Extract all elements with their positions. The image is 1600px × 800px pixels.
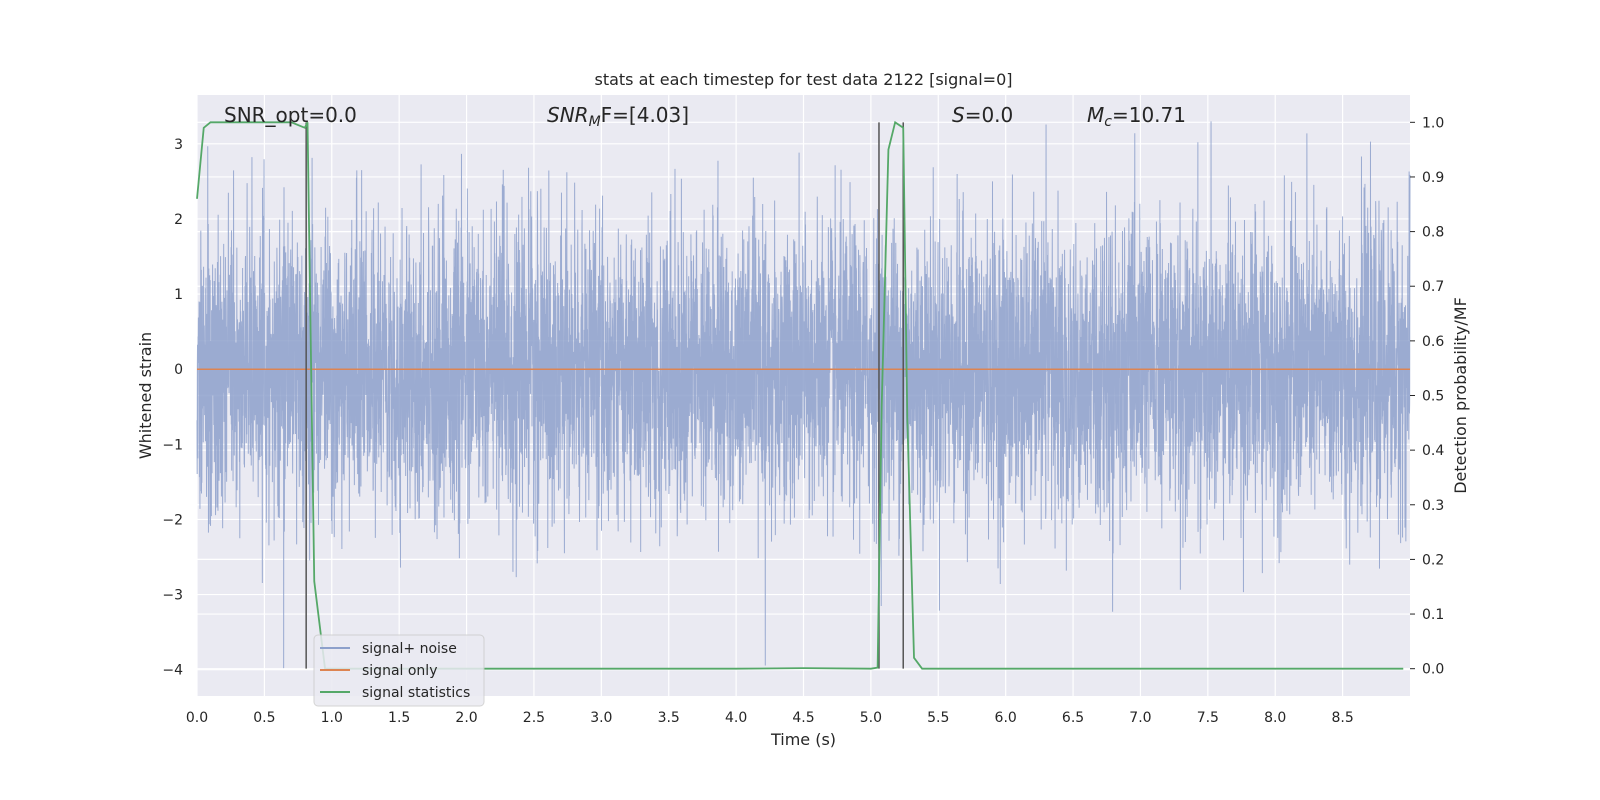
x-tick-label: 2.0 <box>455 710 477 726</box>
legend-label: signal statistics <box>362 685 470 701</box>
mc-subscript: c <box>1104 114 1112 130</box>
x-tick-label: 6.5 <box>1062 710 1084 726</box>
s-annotation: S=0.0 <box>952 103 1013 127</box>
y2-tick-label: 0.2 <box>1422 552 1444 568</box>
legend-box <box>313 634 485 707</box>
x-tick-label: 8.0 <box>1264 710 1286 726</box>
data-layer <box>196 120 1411 670</box>
x-tick-label: 2.5 <box>523 710 545 726</box>
mc-symbol: M <box>1087 103 1104 127</box>
y2-tick-label: 0.1 <box>1422 607 1444 623</box>
legend-label: signal only <box>362 663 437 679</box>
y2-tick-label: 0.3 <box>1422 498 1444 514</box>
signal-noise-series <box>196 121 1411 669</box>
x-tick-label: 1.0 <box>321 710 343 726</box>
y2-tick-label: 0.8 <box>1422 225 1444 241</box>
y2-axis-title: Detection probability/MF <box>1451 297 1470 494</box>
y2-tick-label: 0.7 <box>1422 279 1444 295</box>
x-tick-label: 4.5 <box>792 710 814 726</box>
legend: signal+ noise signal only signal statistic… <box>313 634 485 707</box>
x-tick-label: 8.5 <box>1331 710 1353 726</box>
y2-tick-label: 0.6 <box>1422 334 1444 350</box>
y-tick-label: 3 <box>174 137 183 153</box>
y-tick-label: 0 <box>174 362 183 378</box>
y2-tick-label: 0.4 <box>1422 443 1444 459</box>
snr-opt-annotation: SNR_opt=0.0 <box>224 103 357 127</box>
x-tick-label: 5.5 <box>927 710 949 726</box>
y2-tick-label: 1.0 <box>1422 115 1444 131</box>
mc-value: =10.71 <box>1112 103 1186 127</box>
y-tick-label: 1 <box>174 287 183 303</box>
signal-statistics-series <box>196 120 1404 670</box>
s-value: =0.0 <box>965 103 1014 127</box>
y2-tick-label: 0.9 <box>1422 170 1444 186</box>
snr-mf-subscript: M <box>589 114 601 130</box>
x-tick-label: 3.0 <box>590 710 612 726</box>
axes: 0.0 0.5 1.0 1.5 2.0 2.5 3.0 3.5 4.0 4.5 5.0 5.5 6.0 6… <box>162 115 1444 726</box>
snr-mf-annotation: SNRMF=[4.03] <box>547 103 689 130</box>
legend-label: signal+ noise <box>362 641 457 657</box>
y-tick-label: −4 <box>162 663 183 679</box>
x-tick-label: 7.0 <box>1129 710 1151 726</box>
y2-tick-label: 0.5 <box>1422 389 1444 405</box>
x-axis-title: Time (s) <box>770 730 836 749</box>
chart-title: stats at each timestep for test data 212… <box>594 70 1012 89</box>
snr-mf-main: SNR <box>547 103 589 127</box>
x-tick-label: 7.5 <box>1197 710 1219 726</box>
snr-mf-value: F=[4.03] <box>601 103 689 127</box>
x-tick-label: 0.5 <box>253 710 275 726</box>
x-tick-label: 4.0 <box>725 710 747 726</box>
y-tick-label: −1 <box>162 437 183 453</box>
x-tick-label: 3.5 <box>658 710 680 726</box>
mc-annotation: Mc=10.71 <box>1087 103 1186 130</box>
y2-tick-label: 0.0 <box>1422 662 1444 678</box>
x-tick-label: 0.0 <box>186 710 208 726</box>
annotations: SNR_opt=0.0 SNRMF=[4.03] S=0.0 Mc=10.71 <box>224 103 1186 130</box>
y-tick-label: 2 <box>174 212 183 228</box>
y-tick-label: −3 <box>162 588 183 604</box>
x-tick-label: 5.0 <box>860 710 882 726</box>
y-tick-label: −2 <box>162 512 183 528</box>
s-symbol: S <box>952 103 965 127</box>
x-tick-label: 1.5 <box>388 710 410 726</box>
x-tick-label: 6.0 <box>995 710 1017 726</box>
y-axis-title: Whitened strain <box>136 332 155 459</box>
